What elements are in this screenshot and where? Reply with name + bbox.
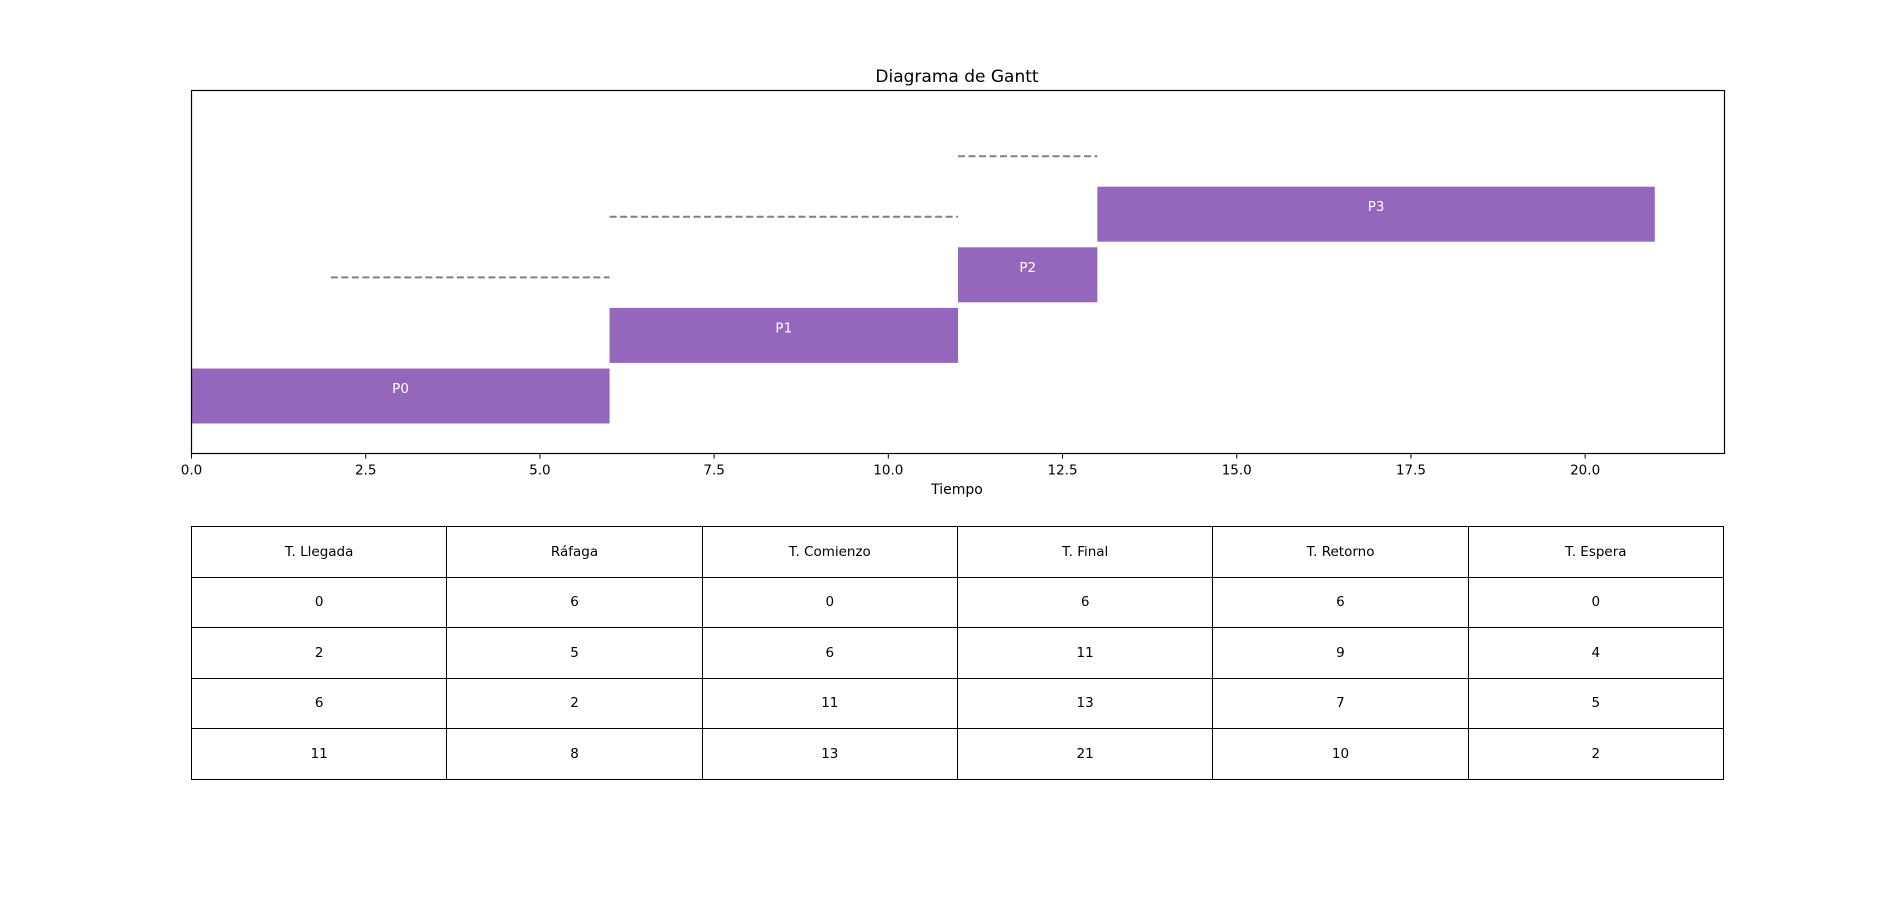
table-cell: 6 <box>701 627 958 679</box>
x-tick-label: 12.5 <box>1047 463 1077 479</box>
table-cell: 6 <box>190 677 448 729</box>
table-cell: 6 <box>446 576 703 628</box>
process-bar-label: P2 <box>1019 260 1036 276</box>
table-cell: 0 <box>701 576 958 628</box>
wait-lines <box>330 155 1098 279</box>
table-cell: 9 <box>1212 627 1469 679</box>
x-axis-label: Tiempo <box>930 482 983 498</box>
table-header-cell: Ráfaga <box>446 526 703 578</box>
chart-title: Diagrama de Gantt <box>875 67 1038 87</box>
table-header-cell: T. Final <box>956 526 1214 578</box>
x-tick-label: 0.0 <box>181 463 202 479</box>
table-cell: 0 <box>190 576 448 628</box>
table-cell: 0 <box>1467 576 1725 628</box>
table-cell: 6 <box>956 576 1214 628</box>
x-tick-label: 15.0 <box>1222 463 1252 479</box>
x-tick-label: 7.5 <box>703 463 724 479</box>
x-tick-label: 2.5 <box>355 463 376 479</box>
process-bar-label: P0 <box>392 381 409 397</box>
table-header-cell: T. Llegada <box>190 526 448 578</box>
table-cell: 5 <box>1467 677 1725 729</box>
table-cell: 2 <box>446 677 703 729</box>
process-bars: P0 P1 P2 P3 <box>191 186 1655 424</box>
table-row: 11 8 13 21 10 2 <box>190 728 1725 780</box>
plot-frame <box>190 89 1726 455</box>
x-axis-ticks: 0.0 2.5 5.0 7.5 10.0 12.5 15.0 17.5 20.0 <box>181 453 1600 479</box>
x-tick-label: 20.0 <box>1570 463 1600 479</box>
table-cell: 13 <box>956 677 1214 729</box>
table-cell: 13 <box>701 728 958 780</box>
process-bar <box>958 247 1098 303</box>
x-tick-label: 10.0 <box>873 463 903 479</box>
table-cell: 4 <box>1467 627 1725 679</box>
table-cell: 5 <box>446 627 703 679</box>
table-header-cell: T. Espera <box>1467 526 1725 578</box>
table-cell: 6 <box>1212 576 1469 628</box>
table-cell: 7 <box>1212 677 1469 729</box>
table-header-cell: T. Comienzo <box>701 526 958 578</box>
table-cell: 11 <box>190 728 448 780</box>
process-bar <box>1097 186 1655 242</box>
process-bar-label: P1 <box>775 320 792 336</box>
table-header-row: T. Llegada Ráfaga T. Comienzo T. Final T. Re… <box>190 526 1725 578</box>
x-tick-label: 17.5 <box>1396 463 1426 479</box>
table-cell: 2 <box>190 627 448 679</box>
table-cell: 21 <box>956 728 1214 780</box>
process-bar <box>191 368 610 424</box>
table-cell: 10 <box>1212 728 1469 780</box>
process-bar <box>609 307 958 363</box>
table-row: 6 2 11 13 7 5 <box>190 677 1725 729</box>
table-cell: 11 <box>701 677 958 729</box>
table-cell: 2 <box>1467 728 1725 780</box>
table-row: 2 5 6 11 9 4 <box>190 627 1725 679</box>
x-tick-label: 5.0 <box>529 463 550 479</box>
table-cell: 8 <box>446 728 703 780</box>
table-cell: 11 <box>956 627 1214 679</box>
process-table: T. Llegada Ráfaga T. Comienzo T. Final T. Re… <box>190 526 1725 780</box>
table-header-cell: T. Retorno <box>1212 526 1469 578</box>
process-bar-label: P3 <box>1368 199 1385 215</box>
